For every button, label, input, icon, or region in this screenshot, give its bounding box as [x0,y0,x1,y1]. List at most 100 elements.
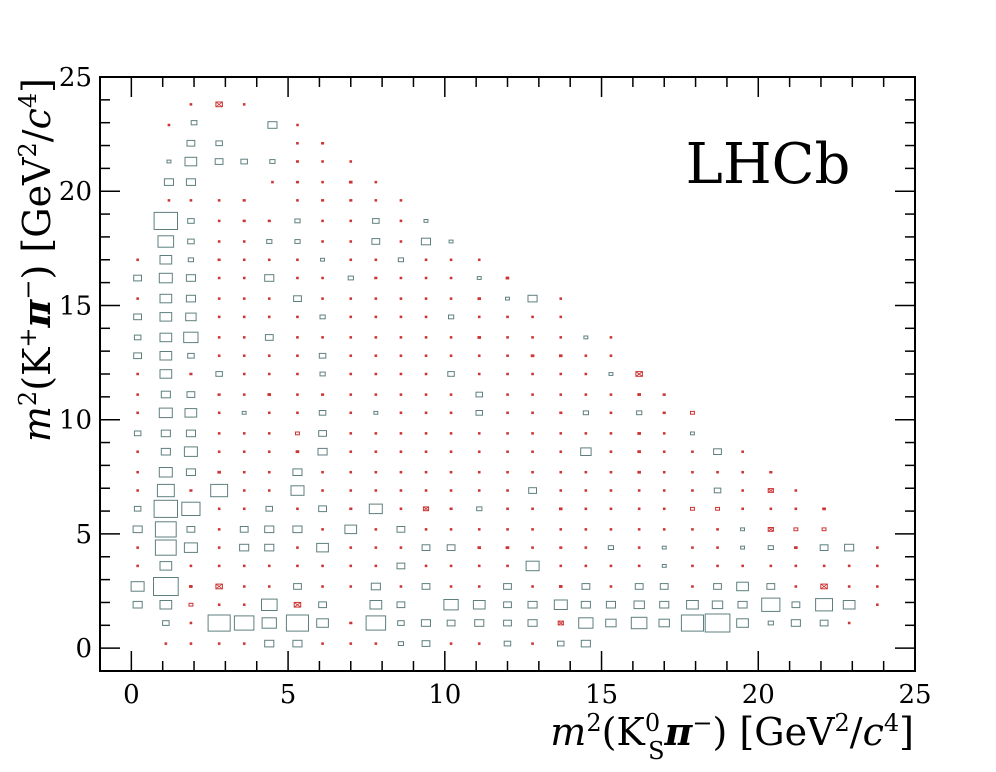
positive-box [265,505,273,512]
negative-box [767,488,774,493]
negative-box [293,601,302,608]
positive-box [503,601,512,609]
negative-box [506,450,509,453]
negative-box [847,585,851,588]
positive-box [233,615,255,631]
negative-box [662,470,666,474]
negative-box [267,297,271,300]
negative-box [217,507,221,511]
negative-box [321,564,324,568]
positive-box [397,257,404,263]
positive-box [187,352,195,359]
negative-box [242,432,246,435]
negative-box [321,528,324,531]
negative-box [662,411,666,415]
negative-box [637,507,641,511]
negative-box [374,450,378,453]
positive-box [316,618,329,628]
positive-box [159,351,173,361]
positive-box [207,614,231,632]
positive-box [605,600,617,609]
positive-box [154,521,177,538]
x-tick-label: 25 [898,680,931,710]
negative-box [399,336,403,339]
negative-box [349,393,353,396]
negative-box [374,393,378,396]
positive-box [443,599,459,611]
positive-box [318,505,328,513]
positive-box [133,430,142,437]
positive-box [292,468,303,476]
x-axis-label: m2(K0 Sπ−) [GeV2/c4] [550,709,914,765]
negative-box [321,180,324,184]
positive-box [475,410,483,416]
positive-box [476,276,482,280]
positive-box [368,503,383,515]
negative-box [506,489,509,492]
positive-box [185,178,196,186]
positive-box [133,274,142,282]
negative-box [242,372,246,376]
negative-box [217,546,221,549]
negative-box [794,507,798,511]
negative-box [769,564,773,568]
negative-box [136,470,139,474]
negative-box [715,506,720,511]
negative-box [217,297,221,300]
positive-box [183,446,198,457]
negative-box [349,336,353,339]
negative-box [295,450,300,454]
negative-box-cross [215,583,223,590]
positive-box [344,524,358,535]
negative-box [399,411,403,415]
negative-box [242,450,246,453]
negative-box [821,527,827,532]
negative-box [374,432,378,435]
y-tick-labels: 0 5 10 15 20 25 [59,63,92,664]
negative-box [217,354,221,357]
negative-box [449,258,453,262]
negative-box [584,432,588,435]
negative-box [691,528,694,531]
positive-box [736,581,749,592]
y-tick-label: 15 [59,291,92,321]
positive-box [160,390,171,399]
positive-box [396,562,406,570]
positive-box [661,545,667,550]
positive-box [159,255,173,265]
x-tick-label: 0 [123,680,140,710]
negative-box [321,219,324,223]
positive-box [736,618,749,628]
negative-box [217,240,221,243]
negative-box [531,432,534,435]
negative-box [188,602,194,607]
negative-box [399,219,403,223]
positive-box [421,640,431,647]
negative-box [242,470,246,474]
positive-box [767,545,774,551]
positive-box [264,543,275,552]
negative-box-cross [423,506,429,512]
positive-box [157,235,175,248]
negative-box [374,315,378,319]
positive-box [686,600,699,610]
negative-box [215,101,223,108]
positive-box [761,597,781,612]
positive-box [292,639,303,648]
positive-box [183,331,199,344]
positive-box [347,275,354,281]
negative-box [584,528,588,531]
negative-box [374,258,378,262]
positive-box [658,618,670,628]
negative-box [349,411,353,415]
positive-box [159,293,173,304]
negative-box [477,585,481,588]
negative-box [136,546,139,549]
negative-box [242,336,246,339]
negative-box [217,603,221,606]
positive-box [791,601,801,609]
positive-box [423,219,429,223]
negative-box [741,470,744,474]
negative-box [424,528,428,531]
